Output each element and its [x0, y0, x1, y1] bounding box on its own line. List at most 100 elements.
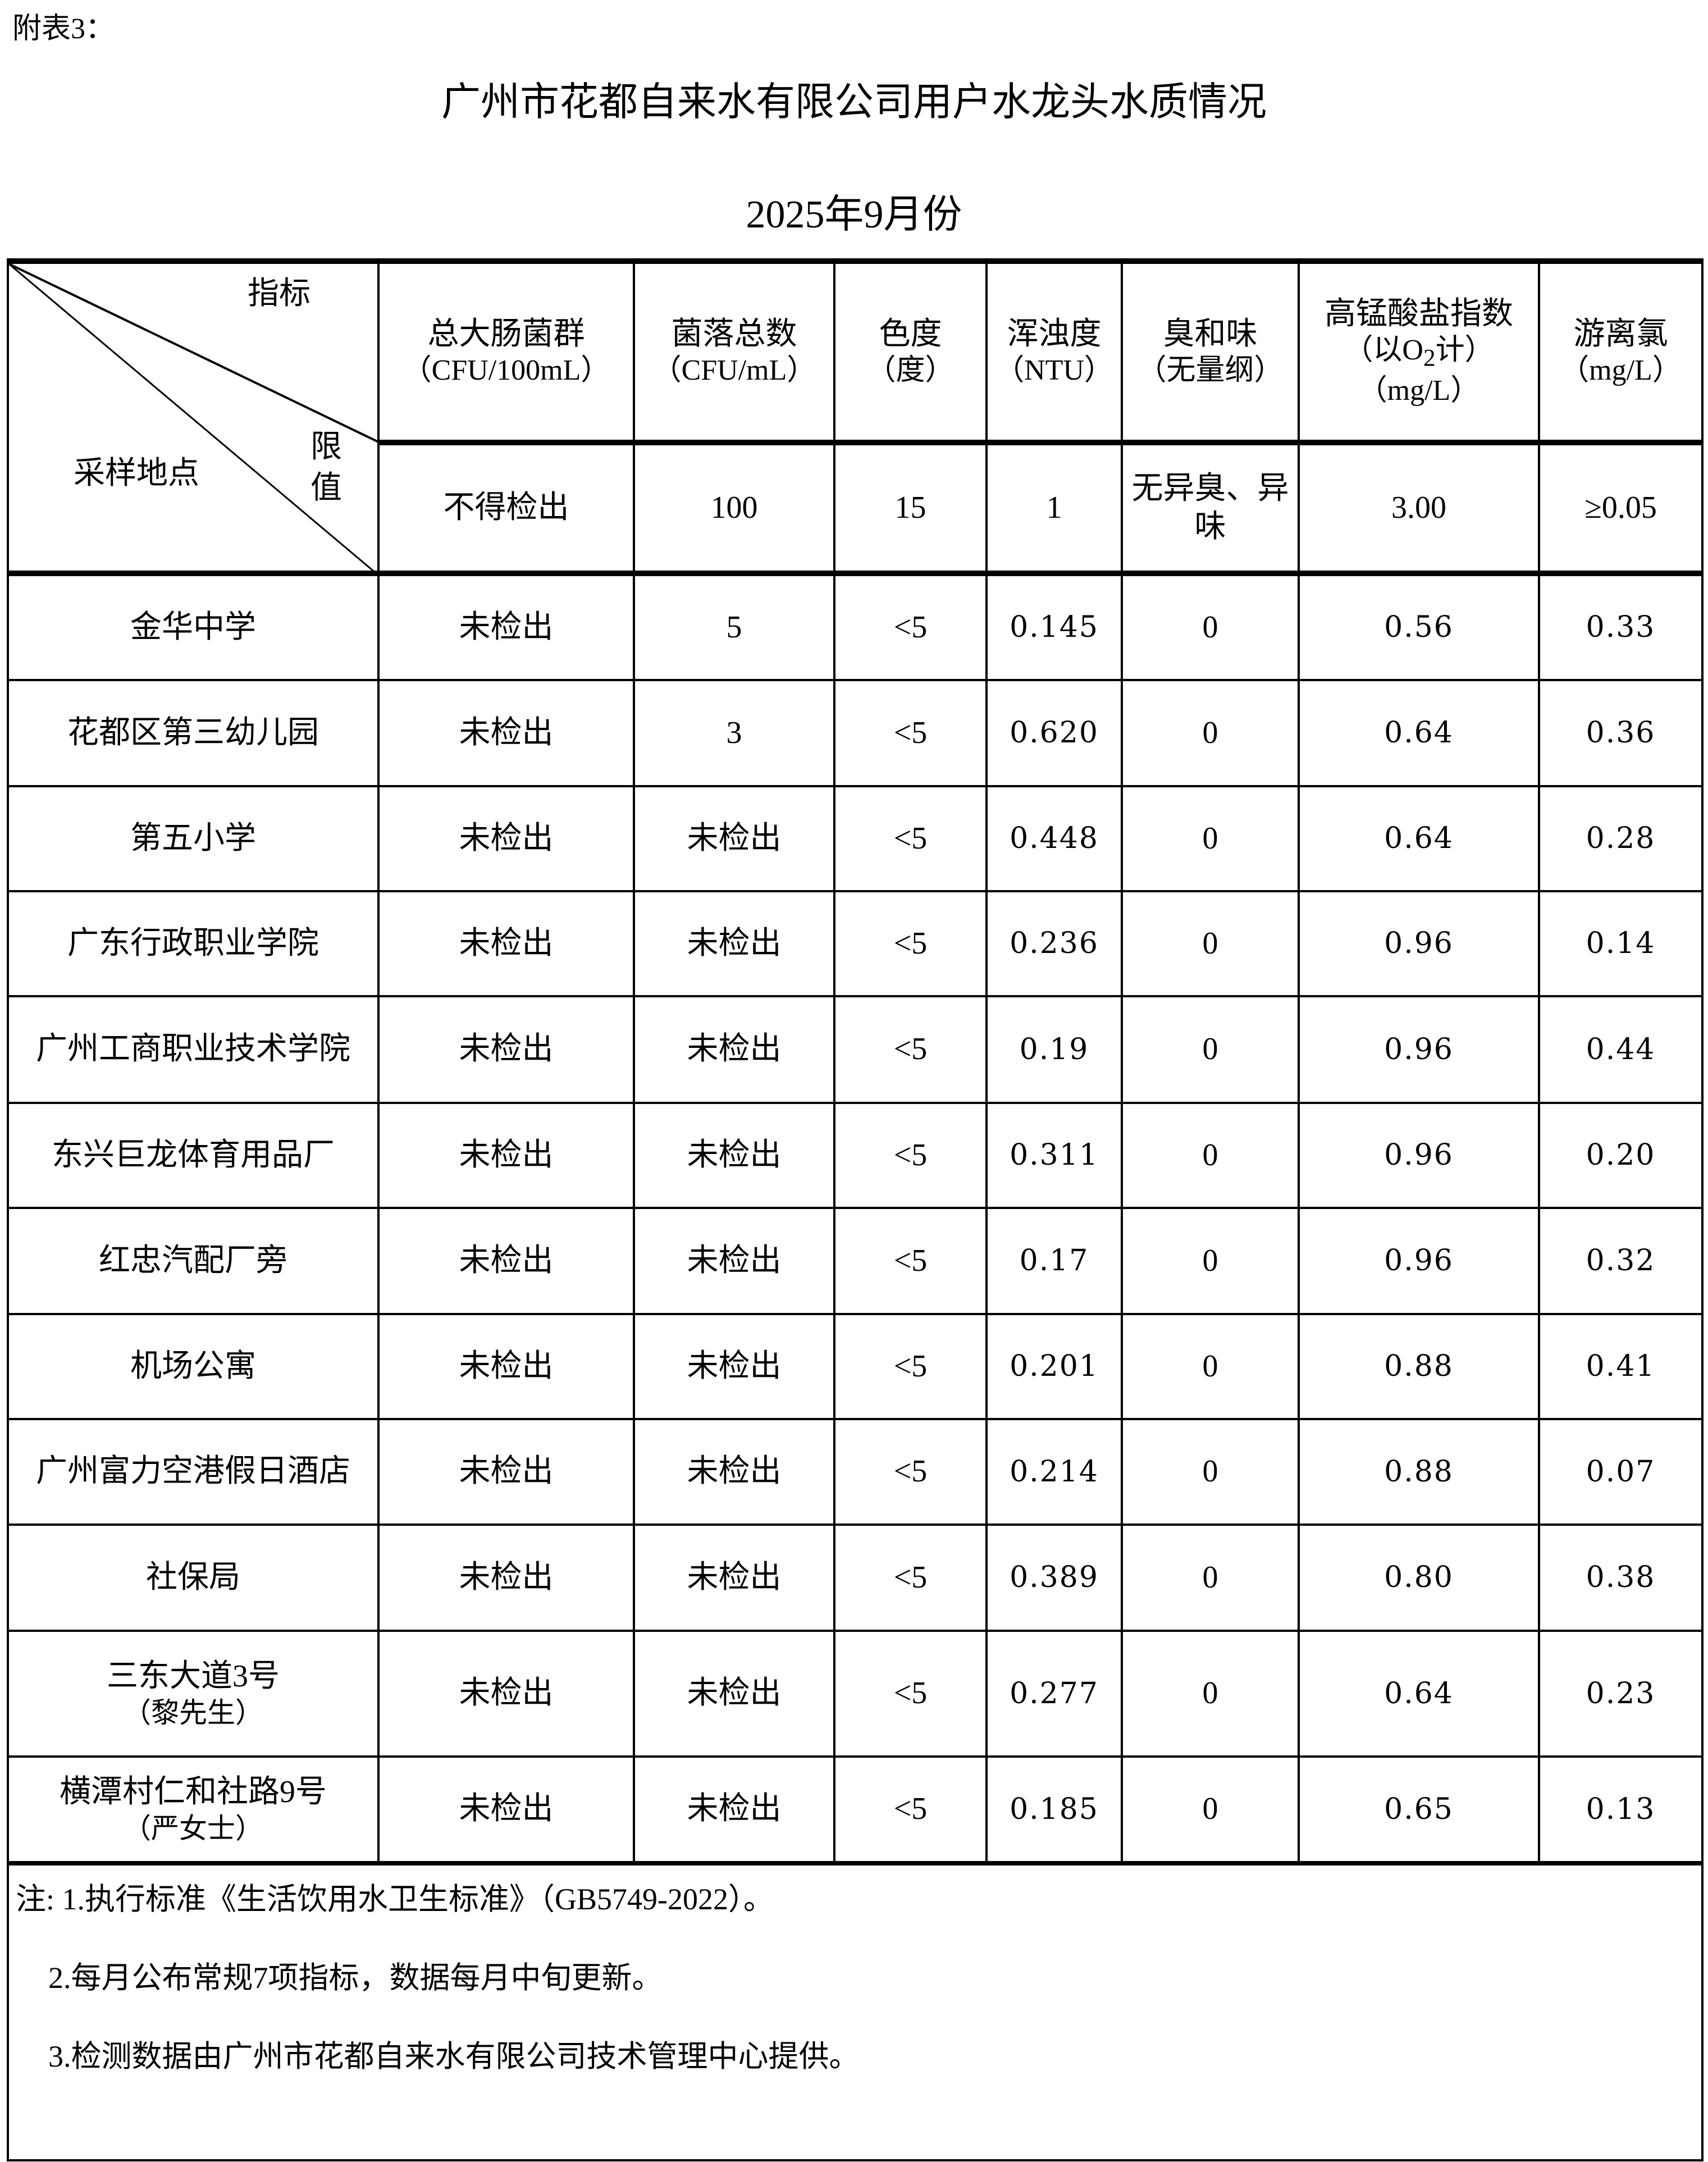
value-cell: 0.214: [985, 1418, 1123, 1526]
value-cell: 0.96: [1298, 890, 1540, 997]
value-cell: 未检出: [633, 890, 835, 997]
value-cell: 0: [1121, 1313, 1300, 1420]
limit-cell: 100: [633, 440, 835, 574]
corner-limit-label: 限值: [310, 430, 342, 505]
site-name: 花都区第三幼儿园: [67, 715, 319, 750]
diagonal-lines: [9, 264, 380, 576]
value-cell: 未检出: [633, 1207, 835, 1315]
corner-site-label: 采样地点: [74, 456, 199, 491]
table-row: 广州工商职业技术学院 未检出 未检出 <5 0.19 0 0.96 0.44: [7, 995, 1704, 1104]
value-cell: 0.80: [1298, 1524, 1540, 1632]
value-cell: 0.96: [1298, 1207, 1540, 1315]
site-cell: 花都区第三幼儿园: [7, 679, 380, 787]
value-cell: 未检出: [377, 1418, 635, 1526]
site-cell: 社保局: [7, 1524, 380, 1632]
value-cell: 0.65: [1298, 1755, 1540, 1864]
limit-cell: 15: [833, 440, 988, 574]
value-cell: 0.44: [1538, 995, 1704, 1104]
site-cell: 东兴巨龙体育用品厂: [7, 1102, 380, 1209]
value-cell: 未检出: [377, 1207, 635, 1315]
value-cell: <5: [833, 571, 988, 681]
table-row: 广东行政职业学院 未检出 未检出 <5 0.236 0 0.96 0.14: [7, 890, 1704, 997]
site-name: 机场公寓: [130, 1348, 256, 1384]
value-cell: 0.07: [1538, 1418, 1704, 1526]
value-cell: <5: [833, 1102, 988, 1209]
value-cell: 未检出: [633, 1524, 835, 1632]
value-cell: 未检出: [377, 1524, 635, 1632]
value-cell: 未检出: [633, 995, 835, 1104]
value-cell: 未检出: [633, 1755, 835, 1864]
limit-cell: 不得检出: [377, 440, 635, 574]
table-row: 金华中学 未检出 5 <5 0.145 0 0.56 0.33: [7, 571, 1704, 681]
value-cell: 0.620: [985, 679, 1123, 787]
site-cell: 广东行政职业学院: [7, 890, 380, 997]
site-name: 社保局: [146, 1559, 240, 1595]
limit-row: 不得检出 100 15 1 无异臭、异味 3.00 ≥0.05: [8, 440, 1704, 574]
value-cell: 0: [1121, 1630, 1300, 1758]
value-cell: 0.236: [985, 890, 1123, 997]
document-title: 广州市花都自来水有限公司用户水龙头水质情况: [441, 81, 1267, 124]
note-line: 2.每月公布常规7项指标，数据每月中旬更新。: [48, 1960, 663, 1995]
site-cell: 机场公寓: [7, 1313, 380, 1420]
value-cell: 0: [1121, 571, 1300, 681]
column-header-free-chlorine: 游离氯 （mg/L）: [1538, 258, 1704, 444]
value-cell: 未检出: [377, 1102, 635, 1209]
value-cell: 0: [1121, 1418, 1300, 1526]
site-name: 第五小学: [130, 820, 256, 856]
limit-cell: 3.00: [1298, 440, 1540, 574]
column-header-color: 色度 （度）: [833, 258, 988, 444]
value-cell: 未检出: [377, 571, 635, 681]
table-row: 横潭村仁和社路9号 （严女士） 未检出 未检出 <5 0.185 0 0.65 0.13: [7, 1755, 1704, 1864]
site-cell: 红忠汽配厂旁: [7, 1207, 380, 1315]
value-cell: 0.88: [1298, 1418, 1540, 1526]
value-cell: 0.96: [1298, 995, 1540, 1104]
appendix-label: 附表3：: [12, 13, 115, 45]
notes-row: 注: 1.执行标准《生活饮用水卫生标准》（GB5749-2022）。 2.每月公布…: [7, 1861, 1704, 2161]
value-cell: 0.38: [1538, 1524, 1704, 1632]
value-cell: 0.64: [1298, 785, 1540, 892]
value-cell: 0.277: [985, 1630, 1123, 1758]
value-cell: 未检出: [377, 785, 635, 892]
value-cell: 未检出: [377, 1630, 635, 1758]
site-cell: 第五小学: [7, 785, 380, 892]
value-cell: 未检出: [633, 1630, 835, 1758]
site-cell: 广州富力空港假日酒店: [7, 1418, 380, 1526]
value-cell: 0.17: [985, 1207, 1123, 1315]
site-contact: （严女士）: [123, 1812, 263, 1844]
value-cell: 0: [1121, 890, 1300, 997]
limit-cell: 1: [985, 440, 1123, 574]
value-cell: 0.56: [1298, 571, 1540, 681]
value-cell: 0.13: [1538, 1755, 1704, 1864]
value-cell: 未检出: [377, 1755, 635, 1864]
value-cell: 未检出: [377, 995, 635, 1104]
value-cell: 未检出: [633, 1313, 835, 1420]
table-row: 第五小学 未检出 未检出 <5 0.448 0 0.64 0.28: [7, 785, 1704, 892]
value-cell: 未检出: [633, 1102, 835, 1209]
value-cell: 未检出: [633, 785, 835, 892]
value-cell: <5: [833, 785, 988, 892]
value-cell: <5: [833, 1313, 988, 1420]
table-row: 广州富力空港假日酒店 未检出 未检出 <5 0.214 0 0.88 0.07: [7, 1418, 1704, 1526]
site-cell: 横潭村仁和社路9号 （严女士）: [7, 1755, 380, 1864]
value-cell: 0.448: [985, 785, 1123, 892]
value-cell: 0.20: [1538, 1102, 1704, 1209]
column-header-permanganate-index: 高锰酸盐指数 （以O2计） （mg/L）: [1298, 258, 1540, 444]
value-cell: <5: [833, 995, 988, 1104]
site-name: 红忠汽配厂旁: [99, 1243, 287, 1278]
column-header-turbidity: 浑浊度 （NTU）: [985, 258, 1123, 444]
value-cell: <5: [833, 890, 988, 997]
value-cell: 0.23: [1538, 1630, 1704, 1758]
site-name: 三东大道3号: [107, 1659, 280, 1694]
table-row: 社保局 未检出 未检出 <5 0.389 0 0.80 0.38: [7, 1524, 1704, 1632]
value-cell: 0.33: [1538, 571, 1704, 681]
value-cell: 0.64: [1298, 1630, 1540, 1758]
column-header-odor-taste: 臭和味 （无量纲）: [1121, 258, 1300, 444]
site-cell: 广州工商职业技术学院: [7, 995, 380, 1104]
value-cell: 0.28: [1538, 785, 1704, 892]
site-cell: 三东大道3号 （黎先生）: [7, 1630, 380, 1758]
value-cell: 0.36: [1538, 679, 1704, 787]
value-cell: <5: [833, 1755, 988, 1864]
value-cell: 0.14: [1538, 890, 1704, 997]
value-cell: 0.32: [1538, 1207, 1704, 1315]
value-cell: 0: [1121, 679, 1300, 787]
